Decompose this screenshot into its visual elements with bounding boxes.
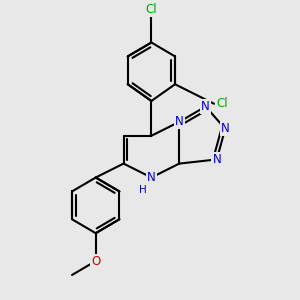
Text: Cl: Cl — [146, 3, 157, 16]
Text: O: O — [91, 254, 100, 268]
Text: H: H — [139, 185, 147, 195]
Text: N: N — [201, 100, 210, 113]
Text: N: N — [175, 115, 184, 128]
Text: N: N — [147, 171, 156, 184]
Text: N: N — [221, 122, 230, 135]
Text: N: N — [212, 153, 221, 166]
Text: Cl: Cl — [217, 97, 228, 110]
